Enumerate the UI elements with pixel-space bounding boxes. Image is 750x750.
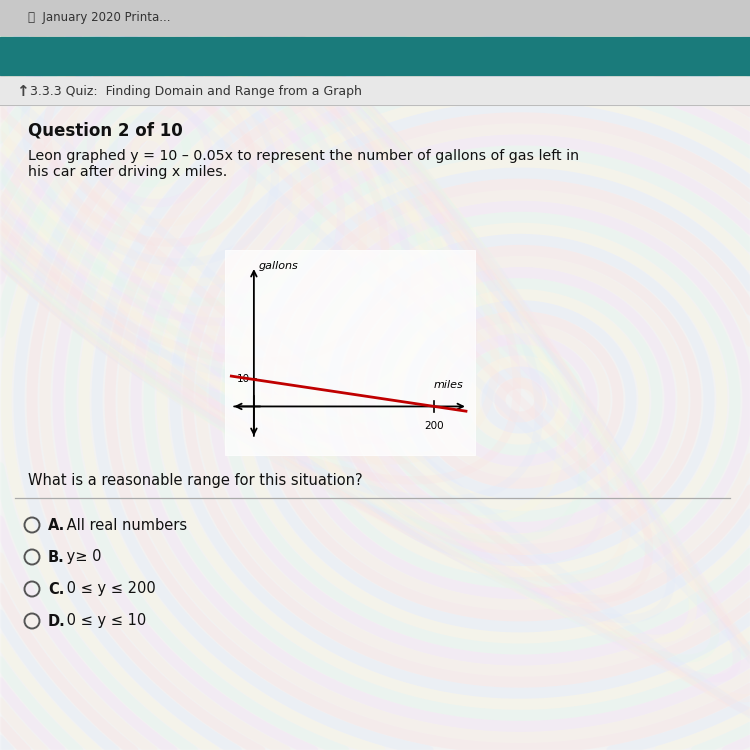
- Text: his car after driving x miles.: his car after driving x miles.: [28, 165, 227, 179]
- Text: 200: 200: [424, 422, 444, 431]
- Text: 3.3.3 Quiz:  Finding Domain and Range from a Graph: 3.3.3 Quiz: Finding Domain and Range fro…: [30, 85, 362, 98]
- Text: B.: B.: [48, 550, 64, 565]
- Text: miles: miles: [433, 380, 464, 390]
- Text: 0 ≤ y ≤ 10: 0 ≤ y ≤ 10: [62, 614, 147, 628]
- Bar: [0, 105, 750, 750]
- Bar: [225, 250, 475, 455]
- Text: What is a reasonable range for this situation?: What is a reasonable range for this situ…: [28, 472, 363, 488]
- Text: y≥ 0: y≥ 0: [62, 550, 102, 565]
- Bar: [0, 37, 750, 75]
- Text: 10: 10: [237, 374, 250, 385]
- Text: Leon graphed y = 10 – 0.05x to represent the number of gallons of gas left in: Leon graphed y = 10 – 0.05x to represent…: [28, 149, 579, 163]
- Text: 0 ≤ y ≤ 200: 0 ≤ y ≤ 200: [62, 581, 156, 596]
- Bar: [0, 0, 750, 35]
- Text: D.: D.: [48, 614, 66, 628]
- Bar: [0, 77, 750, 105]
- Text: Question 2 of 10: Question 2 of 10: [28, 121, 183, 139]
- Text: All real numbers: All real numbers: [62, 518, 188, 532]
- Text: 📄  January 2020 Printa...: 📄 January 2020 Printa...: [28, 11, 170, 25]
- Text: gallons: gallons: [259, 261, 299, 271]
- Text: A.: A.: [48, 518, 65, 532]
- Text: ↑: ↑: [16, 83, 28, 98]
- Text: C.: C.: [48, 581, 64, 596]
